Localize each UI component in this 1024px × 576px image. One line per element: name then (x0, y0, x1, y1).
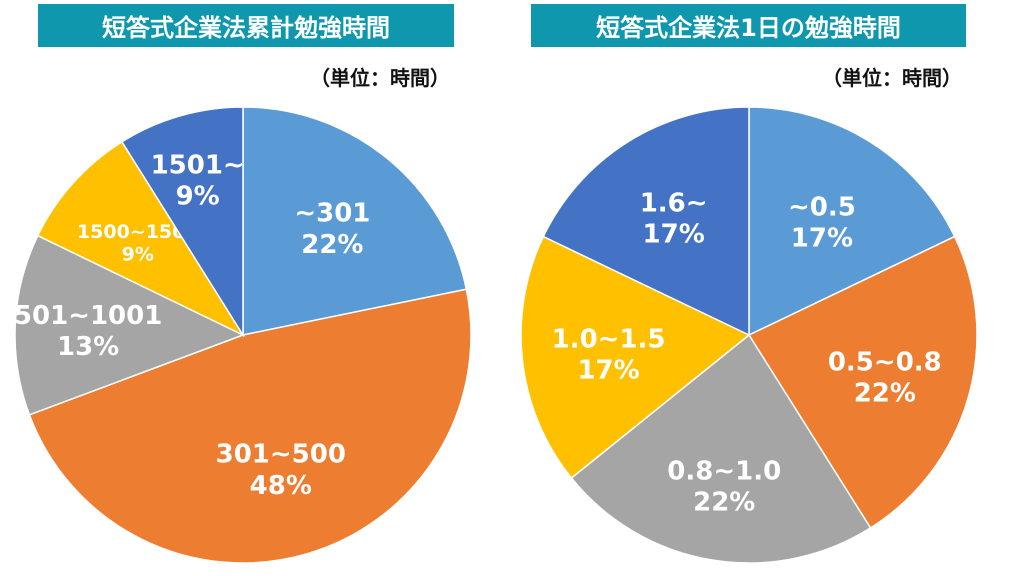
slice-label: 1500~1501 (77, 221, 199, 243)
slice-label: 1501~ (151, 150, 245, 180)
slice-label: 0.8~1.0 (667, 457, 781, 487)
pie-chart-2: ~0.517%0.5~0.822%0.8~1.022%1.0~1.517%1.6… (520, 106, 978, 564)
pie-slice (542, 106, 750, 337)
pie-slice (747, 235, 978, 529)
pie-slice (570, 333, 872, 564)
right-unit-note: （単位：時間） (822, 66, 962, 90)
slice-label: 301~500 (216, 440, 346, 470)
slice-percent-label: 22% (301, 230, 363, 260)
slice-label: 501~1001 (14, 301, 162, 331)
pie-chart-1: ~30122%301~50048%501~100113%1500~15019%1… (14, 106, 472, 564)
slice-percent-label: 9% (122, 244, 154, 266)
slice-percent-label: 22% (854, 379, 916, 409)
slice-percent-label: 9% (176, 182, 220, 212)
pie-slice (748, 106, 956, 337)
slice-percent-label: 22% (693, 488, 755, 518)
slice-label: 1.6~ (640, 188, 708, 218)
slice-label: 1.0~1.5 (552, 324, 666, 354)
slice-percent-label: 48% (250, 471, 312, 501)
pie-slice (242, 106, 468, 336)
pie-slice (28, 288, 472, 564)
slice-percent-label: 17% (643, 220, 705, 250)
slice-percent-label: 17% (791, 224, 853, 254)
left-chart-title: 短答式企業法累計勉強時間 (38, 4, 454, 47)
pie-slice (520, 235, 751, 480)
slice-label: ~301 (294, 199, 370, 229)
pie-slice (36, 140, 246, 337)
pie-slice (120, 106, 244, 338)
slice-percent-label: 13% (57, 332, 119, 362)
slice-label: ~0.5 (788, 192, 856, 222)
slice-percent-label: 17% (577, 356, 639, 386)
left-unit-note: （単位：時間） (310, 66, 450, 90)
right-chart-title: 短答式企業法1日の勉強時間 (531, 4, 966, 47)
slice-label: 0.5~0.8 (828, 347, 942, 377)
pie-slice (14, 234, 245, 416)
